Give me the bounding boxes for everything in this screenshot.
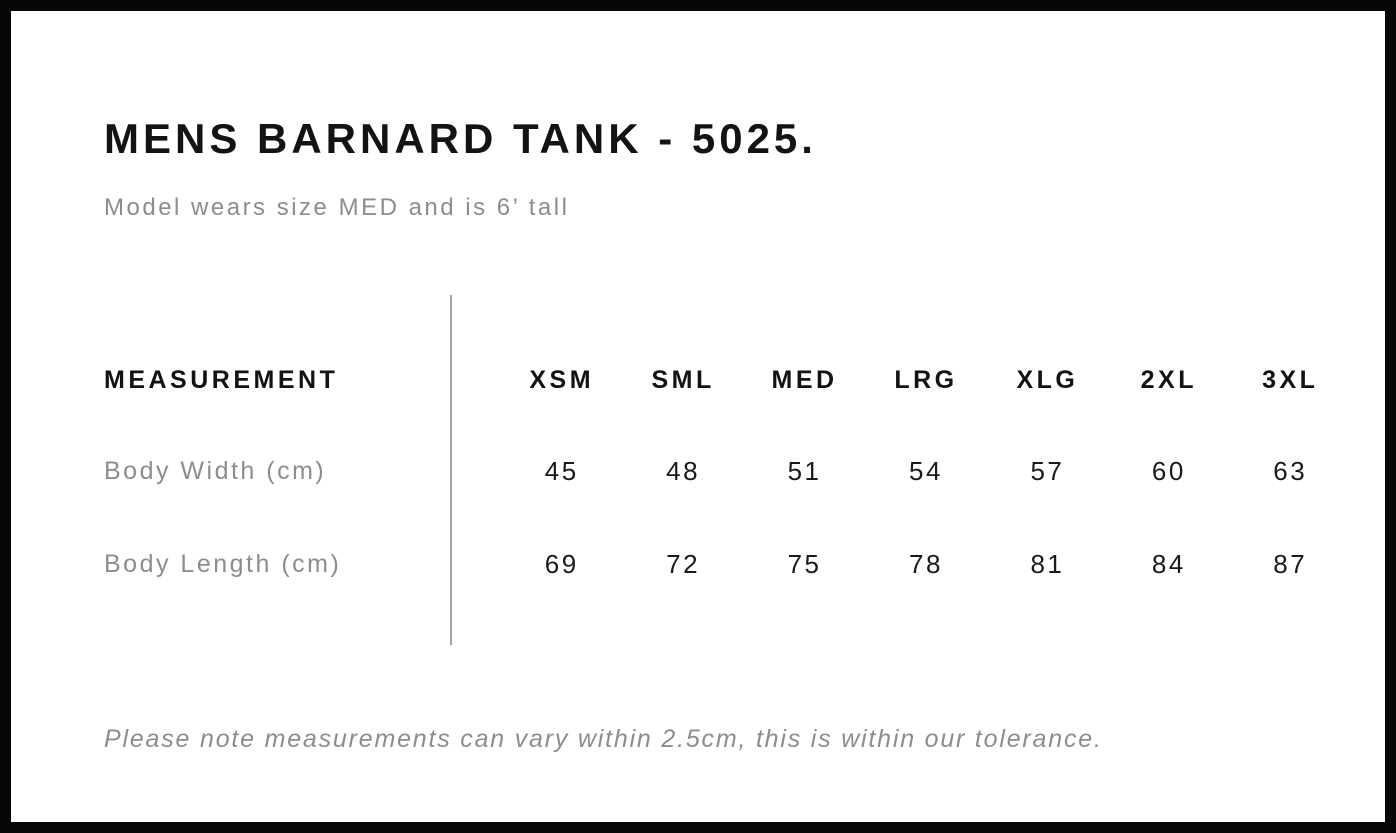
size-column-header-sml: SML — [651, 366, 715, 394]
body-width-value-xsm: 45 — [544, 456, 579, 486]
body-width-value-2xl: 60 — [1151, 456, 1186, 486]
body-length-value-xsm: 69 — [544, 549, 579, 579]
table-row-body-length: Body Length (cm) 69 72 75 78 81 84 87 — [104, 548, 1351, 580]
body-length-value-sml: 72 — [666, 549, 701, 579]
product-title: MENS BARNARD TANK - 5025. — [104, 115, 817, 162]
size-column-header-lrg: LRG — [894, 366, 958, 394]
model-size-note: Model wears size MED and is 6’ tall — [104, 194, 570, 221]
table-row-body-width: Body Width (cm) 45 48 51 54 57 60 63 — [104, 455, 1351, 487]
body-length-value-lrg: 78 — [909, 549, 943, 579]
body-length-value-xlg: 81 — [1030, 549, 1065, 579]
size-column-header-med: MED — [771, 366, 838, 394]
body-length-value-med: 75 — [787, 549, 822, 579]
tolerance-note: Please note measurements can vary within… — [104, 725, 1103, 753]
body-width-value-3xl: 63 — [1273, 456, 1308, 486]
size-table-header-row: MEASUREMENT XSM SML MED LRG XLG 2XL 3XL — [104, 364, 1351, 396]
size-column-header-xsm: XSM — [529, 366, 595, 394]
body-length-value-2xl: 84 — [1151, 549, 1186, 579]
size-column-header-xlg: XLG — [1016, 366, 1079, 394]
size-column-header-2xl: 2XL — [1140, 366, 1197, 394]
body-width-value-lrg: 54 — [909, 456, 943, 486]
measurement-column-header: MEASUREMENT — [104, 366, 339, 394]
body-width-value-sml: 48 — [666, 456, 701, 486]
body-width-value-med: 51 — [787, 456, 822, 486]
row-label-body-width: Body Width (cm) — [104, 457, 327, 485]
row-label-body-length: Body Length (cm) — [104, 550, 342, 578]
size-column-header-3xl: 3XL — [1262, 366, 1319, 394]
table-vertical-divider — [450, 295, 452, 645]
body-width-value-xlg: 57 — [1030, 456, 1065, 486]
body-length-value-3xl: 87 — [1273, 549, 1308, 579]
